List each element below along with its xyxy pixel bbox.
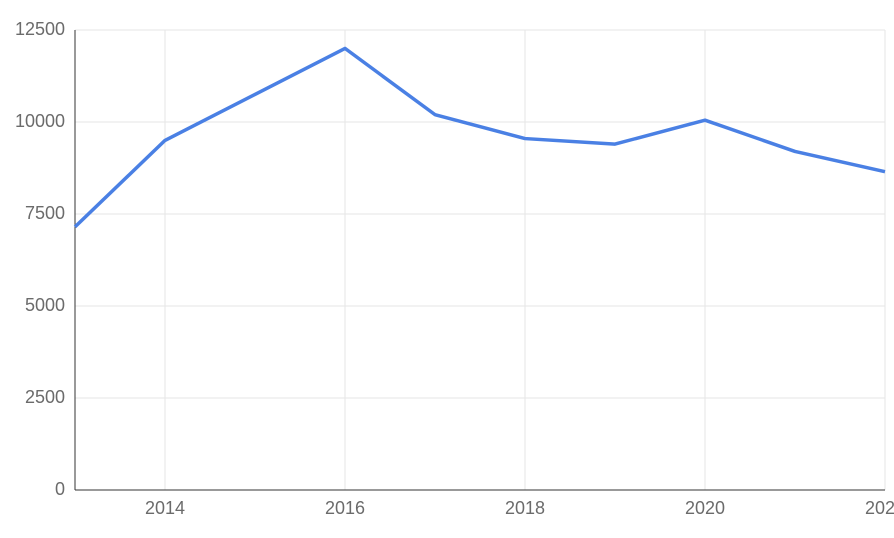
- x-tick-label: 2020: [685, 498, 725, 518]
- chart-background: [0, 0, 894, 538]
- x-tick-label: 2016: [325, 498, 365, 518]
- y-tick-label: 0: [55, 479, 65, 499]
- y-tick-label: 2500: [25, 387, 65, 407]
- y-tick-label: 12500: [15, 19, 65, 39]
- y-tick-label: 7500: [25, 203, 65, 223]
- x-tick-label: 2014: [145, 498, 185, 518]
- line-chart: 0 2500 5000 7500 10000 12500 2014 2016 2018 2020…: [0, 0, 894, 538]
- y-tick-label: 10000: [15, 111, 65, 131]
- chart-svg: 0 2500 5000 7500 10000 12500 2014 2016 2018 2020…: [0, 0, 894, 538]
- x-tick-label: 2018: [505, 498, 545, 518]
- y-tick-label: 5000: [25, 295, 65, 315]
- x-tick-label: 2022: [865, 498, 894, 518]
